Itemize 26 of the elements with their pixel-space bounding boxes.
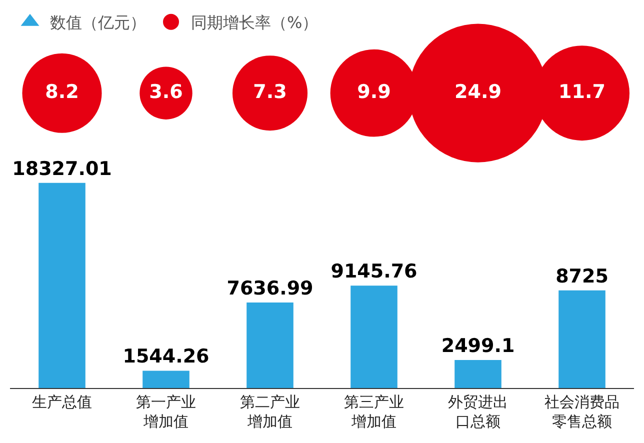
- x-tick-label: 第二产业增加值: [240, 393, 300, 430]
- x-tick-label: 外贸进出口总额: [448, 393, 508, 430]
- legend-label: 同期增长率（%）: [191, 13, 318, 32]
- data-label: 18327.01: [12, 158, 112, 180]
- bar: [38, 182, 86, 388]
- x-tick-label: 社会消费品零售总额: [544, 393, 620, 430]
- bar: [142, 370, 190, 388]
- data-label: 9145.76: [330, 260, 418, 283]
- data-label: 11.7: [558, 80, 606, 103]
- x-tick-label: 生产总值: [32, 393, 92, 411]
- data-label: 1544.26: [122, 346, 210, 368]
- data-label: 8725: [556, 265, 608, 288]
- data-label: 8.2: [45, 80, 79, 103]
- data-label: 7.3: [253, 80, 287, 103]
- data-label: 3.6: [149, 80, 183, 103]
- legend-label: 数值（亿元）: [50, 13, 146, 32]
- x-tick-label: 第一产业增加值: [136, 393, 196, 430]
- data-label: 24.9: [454, 80, 502, 103]
- data-label: 7636.99: [226, 278, 314, 300]
- bar: [558, 290, 606, 388]
- x-tick-label: 第三产业增加值: [344, 393, 404, 430]
- data-label: 2499.1: [441, 335, 515, 358]
- bar: [454, 360, 502, 388]
- bar: [350, 286, 398, 388]
- data-label: 9.9: [357, 80, 391, 103]
- bar: [246, 302, 294, 388]
